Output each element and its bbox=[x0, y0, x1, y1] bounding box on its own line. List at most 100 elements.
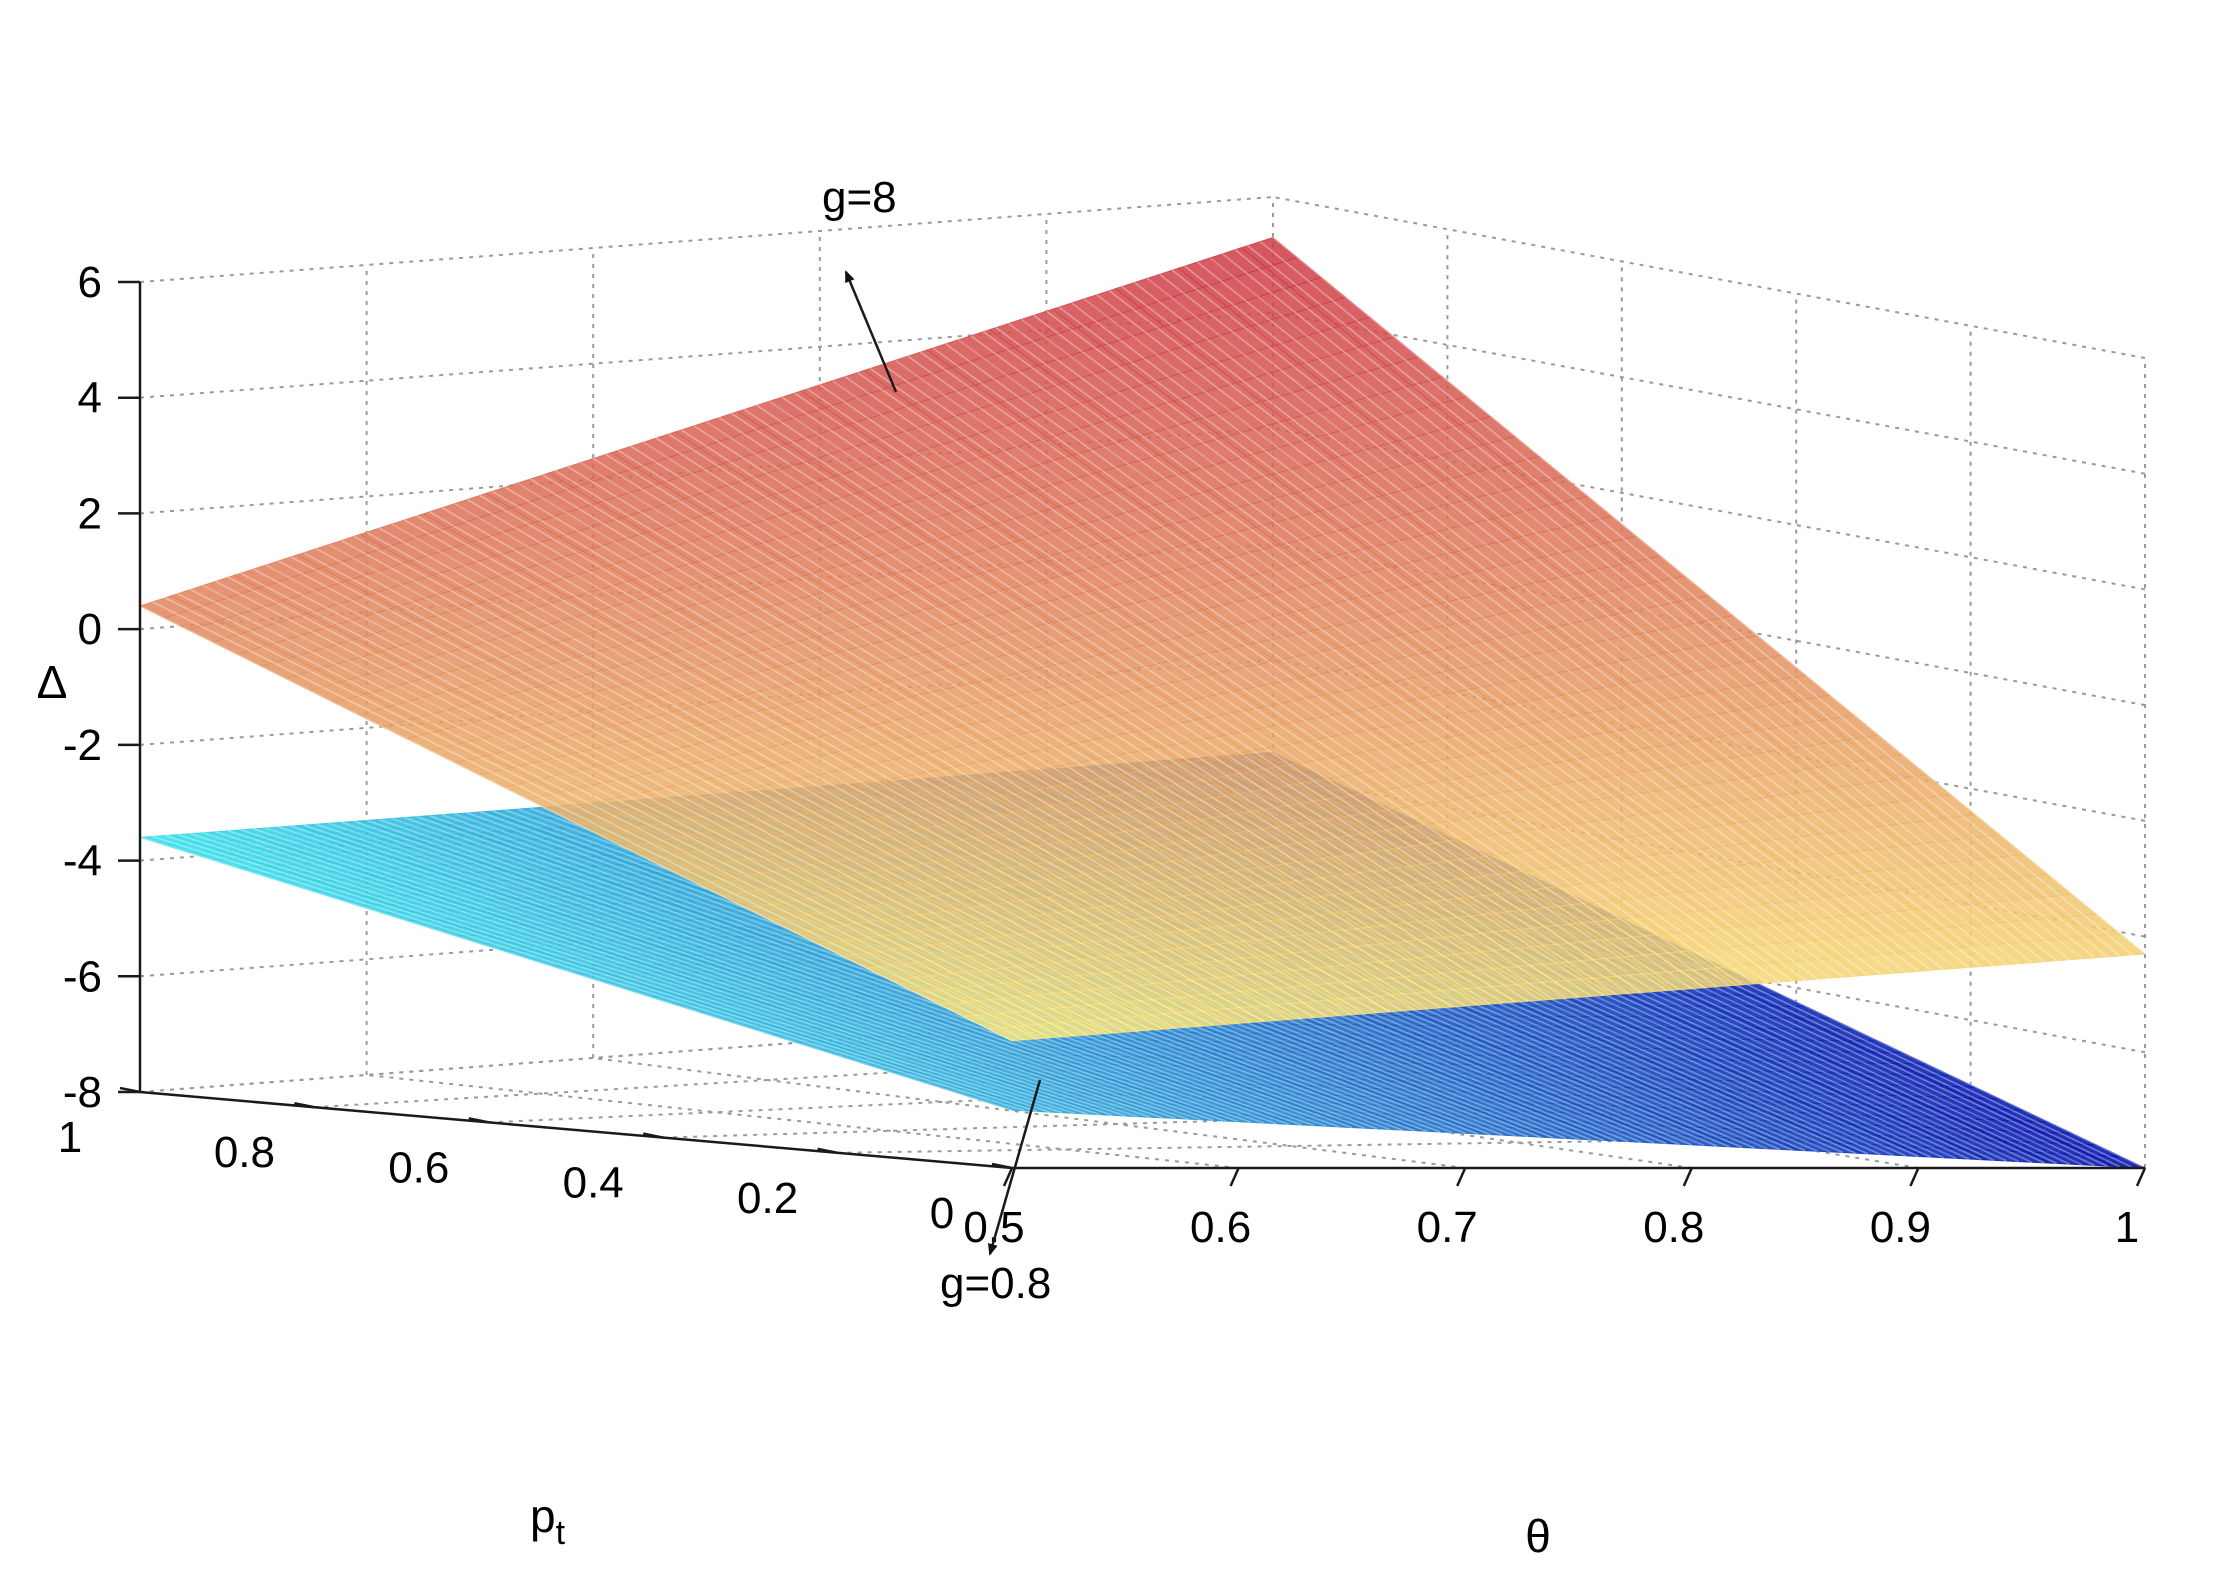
p-tick-label-3: 0.6 bbox=[388, 1143, 449, 1192]
p-tick-2 bbox=[642, 1132, 664, 1139]
surface-mesh-line bbox=[529, 478, 1403, 1012]
surface-mesh-line bbox=[1171, 269, 2045, 963]
surface-mesh-line bbox=[227, 830, 1101, 1116]
surface-mesh-line bbox=[1033, 314, 1907, 973]
surface-mesh-line bbox=[454, 502, 1328, 1018]
theta-tick-label-1: 0.6 bbox=[1190, 1203, 1251, 1252]
surface-mesh-line bbox=[378, 818, 1252, 1124]
floor-grid-x-2 bbox=[593, 1057, 1466, 1169]
surface-mesh-line bbox=[831, 380, 1705, 989]
surface-mesh-line bbox=[731, 412, 1605, 997]
axis-layer bbox=[138, 282, 2145, 1170]
surface-mesh-line bbox=[630, 445, 1504, 1004]
theta-tick-0 bbox=[1002, 1167, 1014, 1187]
theta-tick-label-4: 0.9 bbox=[1870, 1203, 1931, 1252]
surface-mesh-line bbox=[353, 535, 1227, 1025]
surface-mesh-line bbox=[504, 486, 1378, 1014]
surface-mesh-line bbox=[605, 453, 1479, 1006]
surface-mesh-line bbox=[177, 592, 1051, 1039]
surface-mesh-line bbox=[743, 408, 1617, 996]
surface-mesh-line bbox=[190, 832, 1063, 1114]
surface-mesh-line bbox=[567, 466, 1441, 1009]
theta-tick-5 bbox=[2135, 1167, 2147, 1187]
surface-mesh-line bbox=[806, 388, 1680, 991]
surface-mesh-line bbox=[479, 494, 1353, 1016]
p-tick-label-1: 0.2 bbox=[737, 1174, 798, 1223]
surface-mesh-line bbox=[366, 819, 1239, 1123]
wall-t-grid-z-6 bbox=[1272, 311, 2146, 475]
surface-mesh-line bbox=[668, 433, 1542, 1001]
surface-mesh-line bbox=[517, 482, 1391, 1013]
z-axis-label: Δ bbox=[37, 656, 68, 708]
surface-mesh-line bbox=[441, 507, 1315, 1019]
surface-mesh-line bbox=[290, 556, 1164, 1030]
surface-mesh-line bbox=[404, 816, 1277, 1125]
surface-mesh-line bbox=[907, 355, 1781, 983]
surface-mesh-line bbox=[341, 539, 1214, 1026]
surface-mesh-line bbox=[1197, 261, 2070, 961]
surface-mesh-line bbox=[1008, 322, 1882, 975]
surface-mesh-line bbox=[1209, 257, 2083, 960]
surface-mesh-line bbox=[290, 825, 1164, 1119]
p-tick-0 bbox=[991, 1162, 1013, 1170]
surface-mesh-line bbox=[1184, 265, 2058, 962]
surface-mesh-line bbox=[693, 425, 1567, 999]
p-tick-1 bbox=[817, 1147, 838, 1155]
y-axis-label-main: p bbox=[530, 1490, 556, 1542]
surface-mesh-line bbox=[819, 384, 1693, 990]
surface-mesh-line bbox=[378, 527, 1252, 1024]
annotation-label-g8: g=8 bbox=[822, 173, 897, 222]
surface-mesh-line bbox=[794, 392, 1668, 992]
surface-mesh-line bbox=[139, 836, 1013, 1111]
surface-mesh-line bbox=[328, 822, 1202, 1121]
surface-mesh-line bbox=[416, 515, 1290, 1021]
surface-mesh-line bbox=[265, 827, 1139, 1118]
theta-tick-2 bbox=[1456, 1167, 1467, 1187]
delta-tick-label-0: -8 bbox=[63, 1068, 102, 1117]
delta-tick-label-5: 2 bbox=[78, 489, 102, 538]
surface-mesh-line bbox=[366, 531, 1239, 1025]
surface-mesh-line bbox=[1146, 277, 2020, 965]
p-tick-label-5: 1 bbox=[58, 1113, 82, 1162]
x-axis-label: θ bbox=[1525, 1510, 1551, 1562]
surface-mesh-line bbox=[1045, 310, 1919, 972]
surface-mesh-line bbox=[857, 371, 1731, 987]
delta-tick-label-3: -2 bbox=[63, 721, 102, 770]
surface-mesh-line bbox=[894, 359, 1768, 984]
surface-mesh-line bbox=[315, 823, 1189, 1120]
surface-mesh-line bbox=[429, 814, 1302, 1126]
surface-mesh-line bbox=[240, 829, 1113, 1117]
wall-p-grid-z-7 bbox=[139, 196, 1274, 283]
wall-t-grid-z-7 bbox=[1272, 196, 2146, 359]
surface-mesh-line bbox=[1272, 236, 2146, 955]
surface-mesh-line bbox=[680, 429, 1554, 1000]
surface-mesh-line bbox=[995, 326, 1869, 976]
surface-mesh-line bbox=[190, 588, 1063, 1038]
surface-mesh-line bbox=[1222, 253, 2096, 959]
p-tick-label-2: 0.4 bbox=[563, 1159, 624, 1208]
surface-mesh-line bbox=[945, 343, 1819, 980]
surface-mesh-line bbox=[164, 834, 1038, 1113]
theta-tick-4 bbox=[1909, 1167, 1920, 1187]
surface-mesh-line bbox=[1234, 249, 2108, 958]
surface-mesh-line bbox=[1134, 281, 2007, 966]
surface-mesh-line bbox=[303, 824, 1176, 1120]
surface-mesh-line bbox=[592, 457, 1466, 1007]
surface-mesh-line bbox=[139, 605, 1013, 1042]
surface-mesh-line bbox=[970, 335, 1844, 978]
delta-tick-label-2: -4 bbox=[63, 837, 102, 886]
surface-mesh-line bbox=[920, 351, 1793, 982]
annotation-arrow-g0-8 bbox=[987, 1079, 1042, 1256]
surface-mesh-line bbox=[152, 601, 1025, 1041]
surface-mesh-line bbox=[1058, 306, 1932, 971]
delta-tick-label-4: 0 bbox=[78, 605, 102, 654]
annotation-layer: g=8 g=0.8 bbox=[822, 173, 1051, 1308]
surface-mesh-line bbox=[227, 576, 1101, 1035]
surface-mesh-line bbox=[278, 560, 1151, 1031]
surface-mesh-line bbox=[353, 820, 1227, 1122]
theta-tick-1 bbox=[1229, 1167, 1240, 1187]
surface-mesh-line bbox=[391, 817, 1265, 1124]
surface-mesh-line bbox=[781, 396, 1655, 993]
